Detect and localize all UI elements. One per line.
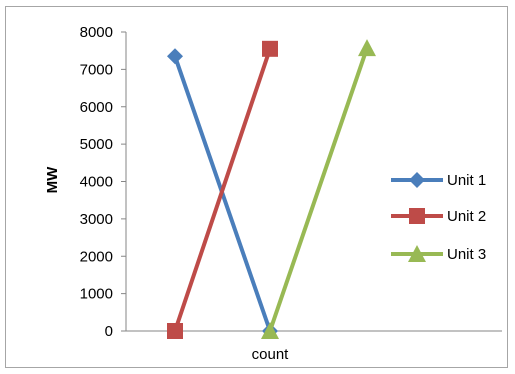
chart-frame: [5, 6, 508, 368]
y-tick-label: 7000: [80, 61, 113, 78]
y-tick-label: 1000: [80, 286, 113, 303]
y-tick-label: 6000: [80, 99, 113, 116]
x-axis-title: count: [252, 346, 290, 363]
y-tick-label: 5000: [80, 136, 113, 153]
data-point-unit-1: [167, 48, 183, 65]
series-line-unit-2: [173, 48, 272, 332]
data-point-unit-2: [262, 40, 278, 57]
y-axis-ticks: 0 1000 2000 3000 4000 5000 6000 7000 8000: [80, 24, 126, 340]
legend-label: Unit 2: [447, 208, 486, 225]
legend-label: Unit 1: [447, 172, 486, 189]
y-tick-label: 3000: [80, 211, 113, 228]
series-group: [167, 39, 376, 339]
data-point-unit-3: [358, 39, 376, 57]
y-tick-label: 4000: [80, 174, 113, 191]
y-axis-title: MW: [44, 166, 61, 193]
y-tick-label: 2000: [80, 248, 113, 265]
series-line-unit-3: [268, 47, 369, 332]
y-tick-label: 8000: [80, 24, 113, 41]
legend-label: Unit 3: [447, 246, 486, 263]
data-point-unit-2: [167, 323, 183, 339]
data-point-unit-3: [261, 322, 279, 339]
legend-marker: [409, 172, 425, 188]
legend-marker: [408, 245, 426, 262]
legend-marker: [409, 208, 425, 224]
y-tick-label: 0: [105, 323, 113, 340]
legend: Unit 1 Unit 2 Unit 3: [391, 172, 486, 263]
